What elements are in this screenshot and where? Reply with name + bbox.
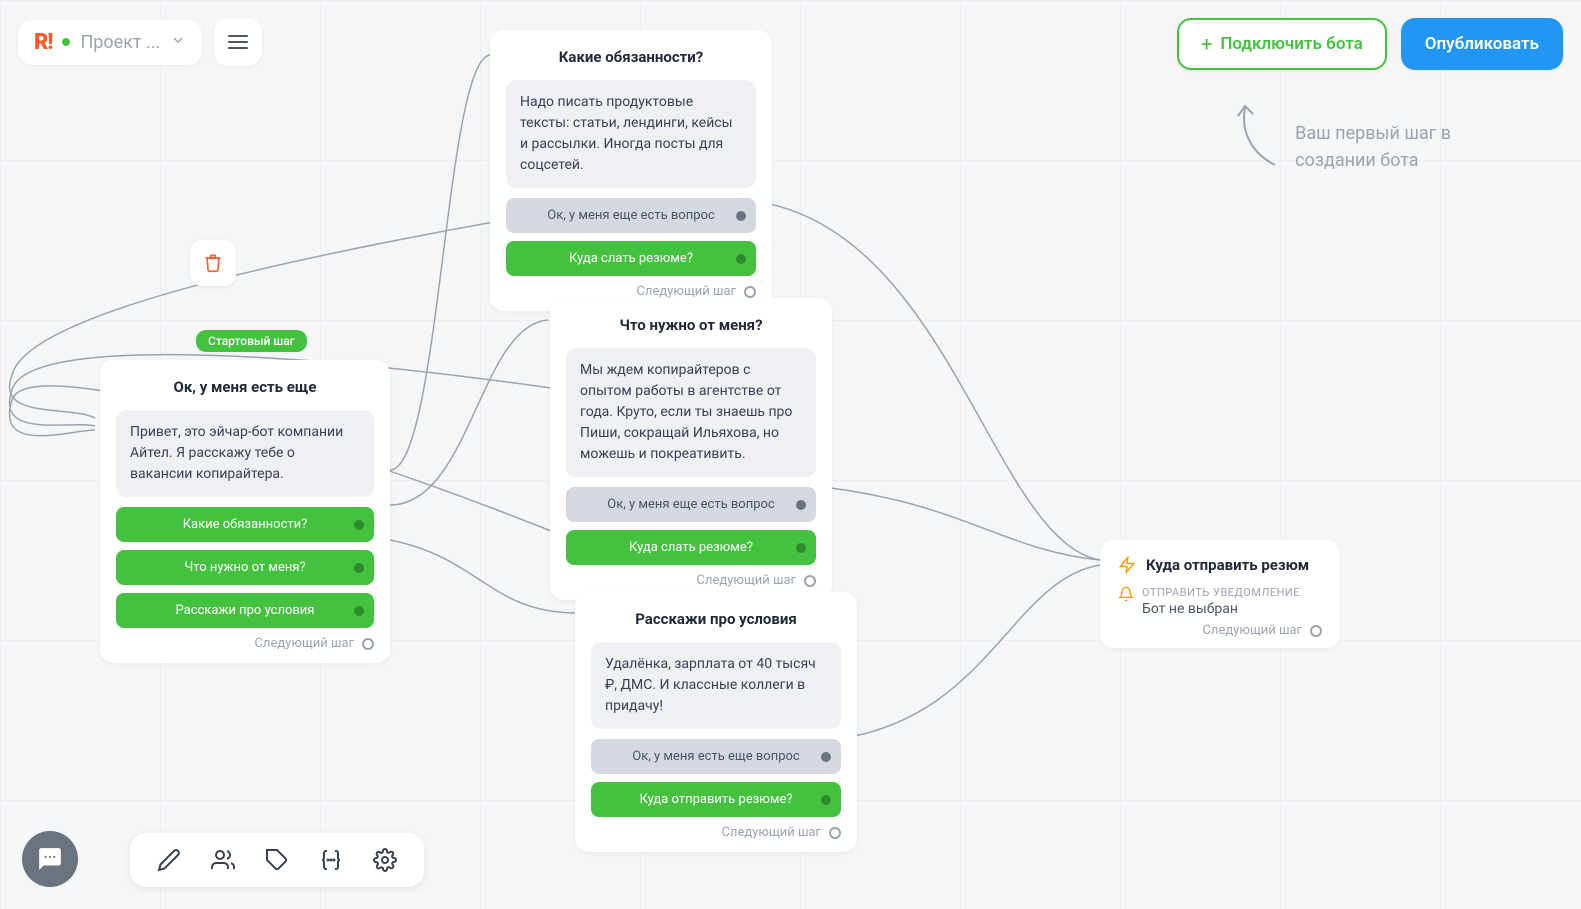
hint-arrow-icon <box>1205 100 1285 170</box>
next-step-port[interactable]: Следующий шаг <box>566 573 816 588</box>
port-dot-icon[interactable] <box>354 606 364 616</box>
hamburger-icon <box>228 35 248 49</box>
project-name: Проект ... <box>80 32 160 53</box>
node-final[interactable]: Куда отправить резюм ОТПРАВИТЬ УВЕДОМЛЕН… <box>1100 540 1340 648</box>
port-dot-icon[interactable] <box>821 752 831 762</box>
tool-settings[interactable] <box>372 847 398 873</box>
app-logo: R! <box>34 30 52 55</box>
final-header: Куда отправить резюм <box>1118 556 1322 574</box>
top-right-actions: + Подключить бота Опубликовать <box>1177 18 1563 70</box>
port-circle-icon[interactable] <box>829 827 841 839</box>
port-dot-icon[interactable] <box>736 211 746 221</box>
start-badge: Стартовый шаг <box>196 330 307 352</box>
node-text: Надо писать продуктовые тексты: статьи, … <box>506 80 756 188</box>
port-dot-icon[interactable] <box>354 563 364 573</box>
final-title: Куда отправить резюм <box>1146 556 1309 574</box>
connect-bot-button[interactable]: + Подключить бота <box>1177 18 1387 70</box>
option-button[interactable]: Куда отправить резюме? <box>591 782 841 817</box>
bell-icon <box>1118 586 1134 602</box>
option-button[interactable]: Что нужно от меня? <box>116 550 374 585</box>
gear-icon <box>373 848 397 872</box>
delete-button[interactable] <box>190 240 236 286</box>
next-step-port[interactable]: Следующий шаг <box>591 825 841 840</box>
final-sub-label: ОТПРАВИТЬ УВЕДОМЛЕНИЕ <box>1142 586 1300 599</box>
node-n1[interactable]: Какие обязанности? Надо писать продуктов… <box>490 30 772 311</box>
main-menu-button[interactable] <box>214 18 262 66</box>
pencil-icon <box>157 848 181 872</box>
final-action: ОТПРАВИТЬ УВЕДОМЛЕНИЕ Бот не выбран <box>1118 586 1322 617</box>
node-text: Мы ждем копирайтеров с опытом работы в а… <box>566 348 816 477</box>
braces-icon <box>319 848 343 872</box>
trash-icon <box>203 253 223 273</box>
lightning-icon <box>1118 556 1136 574</box>
port-dot-icon[interactable] <box>796 543 806 553</box>
tag-icon <box>265 848 289 872</box>
node-text: Удалёнка, зарплата от 40 тысяч ₽, ДМС. И… <box>591 642 841 729</box>
port-dot-icon[interactable] <box>354 520 364 530</box>
project-selector[interactable]: R! Проект ... <box>18 20 202 65</box>
publish-label: Опубликовать <box>1425 34 1539 54</box>
chevron-down-icon <box>170 32 186 52</box>
tool-users[interactable] <box>210 847 236 873</box>
tool-tag[interactable] <box>264 847 290 873</box>
port-dot-icon[interactable] <box>821 795 831 805</box>
connect-bot-label: Подключить бота <box>1220 34 1362 54</box>
node-text: Привет, это эйчар-бот компании Айтел. Я … <box>116 410 374 497</box>
option-button[interactable]: Какие обязанности? <box>116 507 374 542</box>
node-title: Ок, у меня есть еще <box>116 378 374 396</box>
chat-icon <box>37 846 63 872</box>
next-step-port[interactable]: Следующий шаг <box>1118 623 1322 638</box>
node-title: Что нужно от меня? <box>566 316 816 334</box>
bottom-toolbar <box>130 833 424 887</box>
option-button[interactable]: Куда слать резюме? <box>566 530 816 565</box>
option-button[interactable]: Ок, у меня есть еще вопрос <box>591 739 841 774</box>
node-n2[interactable]: Что нужно от меня? Мы ждем копирайтеров … <box>550 298 832 600</box>
publish-button[interactable]: Опубликовать <box>1401 18 1563 70</box>
onboarding-hint: Ваш первый шаг в создании бота <box>1295 120 1451 174</box>
plus-icon: + <box>1201 32 1212 56</box>
port-dot-icon[interactable] <box>736 254 746 264</box>
option-button[interactable]: Ок, у меня еще есть вопрос <box>566 487 816 522</box>
final-message: Бот не выбран <box>1142 601 1300 617</box>
start-badge-label: Стартовый шаг <box>208 334 295 348</box>
hint-line2: создании бота <box>1295 147 1451 174</box>
node-n3[interactable]: Расскажи про условия Удалёнка, зарплата … <box>575 592 857 852</box>
tool-code[interactable] <box>318 847 344 873</box>
chat-fab[interactable] <box>22 831 78 887</box>
option-button[interactable]: Расскажи про условия <box>116 593 374 628</box>
port-circle-icon[interactable] <box>804 575 816 587</box>
users-icon <box>211 848 235 872</box>
port-dot-icon[interactable] <box>796 500 806 510</box>
hint-line1: Ваш первый шаг в <box>1295 120 1451 147</box>
tool-edit[interactable] <box>156 847 182 873</box>
option-button[interactable]: Ок, у меня еще есть вопрос <box>506 198 756 233</box>
next-step-port[interactable]: Следующий шаг <box>506 284 756 299</box>
port-circle-icon[interactable] <box>362 638 374 650</box>
port-circle-icon[interactable] <box>744 286 756 298</box>
option-button[interactable]: Куда слать резюме? <box>506 241 756 276</box>
next-step-port[interactable]: Следующий шаг <box>116 636 374 651</box>
node-start[interactable]: Ок, у меня есть еще Привет, это эйчар-бо… <box>100 360 390 663</box>
port-circle-icon[interactable] <box>1310 625 1322 637</box>
node-title: Расскажи про условия <box>591 610 841 628</box>
status-dot-icon <box>62 38 70 46</box>
